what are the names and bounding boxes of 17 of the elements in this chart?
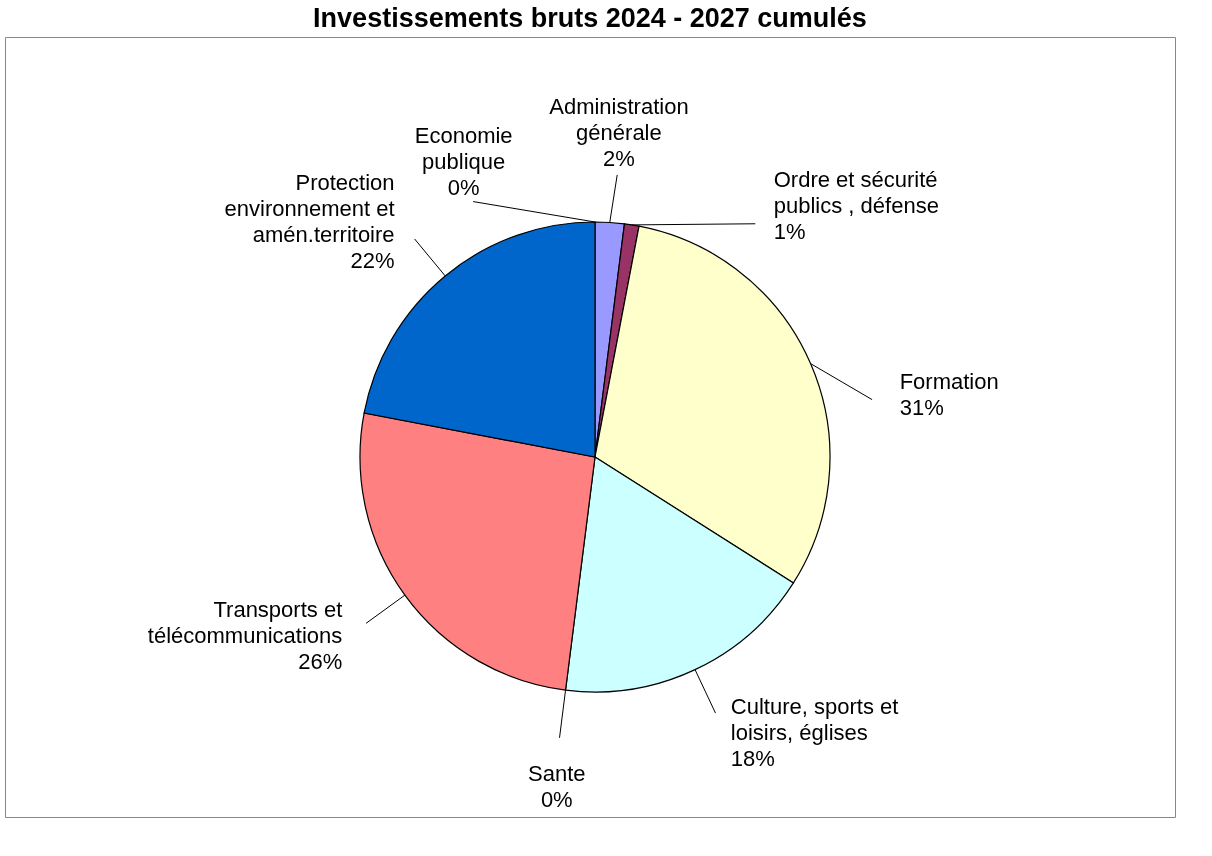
slice-label: Transports et télécommunications (147, 597, 343, 649)
data-label: 26% (298, 649, 343, 675)
category-label: Sante (528, 760, 586, 786)
slice-label: Ordre et sécurité publics , défense (773, 166, 939, 218)
chart-title: Investissements bruts 2024 - 2027 cumulés (313, 3, 867, 33)
data-label: 1% (773, 218, 806, 244)
slice-label: Administration générale (549, 93, 689, 145)
data-label: 22% (350, 247, 395, 273)
slice-label: Protection environnement et amén.territoire (224, 169, 395, 247)
data-label: 18% (730, 745, 775, 771)
data-label: 31% (899, 395, 944, 421)
category-label: Economie publique (414, 122, 513, 174)
data-label: 2% (603, 145, 635, 171)
slice-label: Culture, sports et loisirs, églises (730, 693, 899, 745)
legend-label: Formation (899, 369, 999, 395)
text: 0% (540, 786, 573, 812)
text: 0% (447, 174, 480, 200)
